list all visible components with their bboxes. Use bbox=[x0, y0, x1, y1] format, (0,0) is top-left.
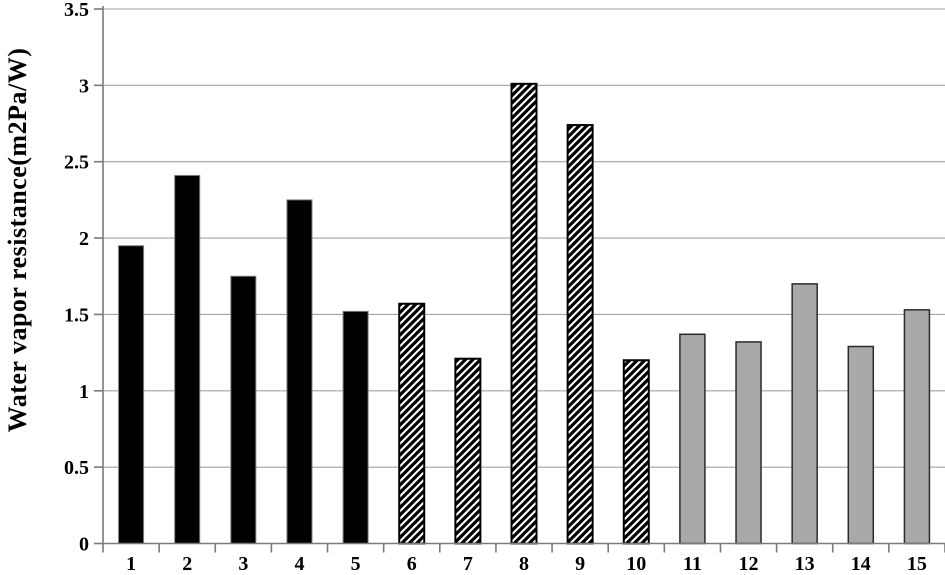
bar-6 bbox=[398, 302, 426, 545]
x-tick-label: 5 bbox=[351, 553, 361, 575]
y-tick-label: 0.5 bbox=[64, 457, 89, 479]
y-axis-title: Water vapor resistance(m2Pa/W) bbox=[3, 47, 32, 433]
x-tick-label: 13 bbox=[795, 553, 815, 575]
x-tick-label: 15 bbox=[907, 553, 927, 575]
y-tick-label: 3.5 bbox=[64, 0, 89, 21]
x-tick-label: 2 bbox=[182, 553, 192, 575]
bar-9 bbox=[566, 124, 594, 545]
x-tick-label: 3 bbox=[238, 553, 248, 575]
bar-15 bbox=[903, 309, 931, 545]
y-tick-label: 3 bbox=[79, 75, 89, 97]
bar-10 bbox=[622, 359, 650, 545]
x-tick-label: 9 bbox=[575, 553, 585, 575]
x-tick-label: 4 bbox=[294, 553, 304, 575]
bar-14 bbox=[847, 345, 875, 545]
bar-4 bbox=[286, 199, 313, 544]
bar-1 bbox=[118, 245, 145, 544]
bar-11 bbox=[679, 333, 706, 545]
bar-7 bbox=[454, 357, 482, 545]
bar-12 bbox=[735, 341, 762, 545]
bar-13 bbox=[791, 283, 818, 545]
x-tick-label: 1 bbox=[126, 553, 136, 575]
bar-3 bbox=[230, 275, 257, 544]
bar-2 bbox=[174, 174, 201, 545]
bar-5 bbox=[342, 310, 369, 545]
y-tick-label: 2.5 bbox=[64, 152, 89, 174]
y-tick-label: 1 bbox=[79, 381, 89, 403]
bar-8 bbox=[510, 82, 538, 545]
x-tick-label: 6 bbox=[407, 553, 417, 575]
x-tick-label: 10 bbox=[626, 553, 646, 575]
x-tick-label: 12 bbox=[739, 553, 759, 575]
y-tick-label: 1.5 bbox=[64, 304, 89, 326]
x-tick-label: 11 bbox=[683, 553, 702, 575]
y-tick-label: 2 bbox=[79, 228, 89, 250]
x-tick-label: 8 bbox=[519, 553, 529, 575]
y-tick-label: 0 bbox=[79, 534, 89, 556]
x-tick-label: 7 bbox=[463, 553, 473, 575]
x-tick-label: 14 bbox=[851, 553, 871, 575]
